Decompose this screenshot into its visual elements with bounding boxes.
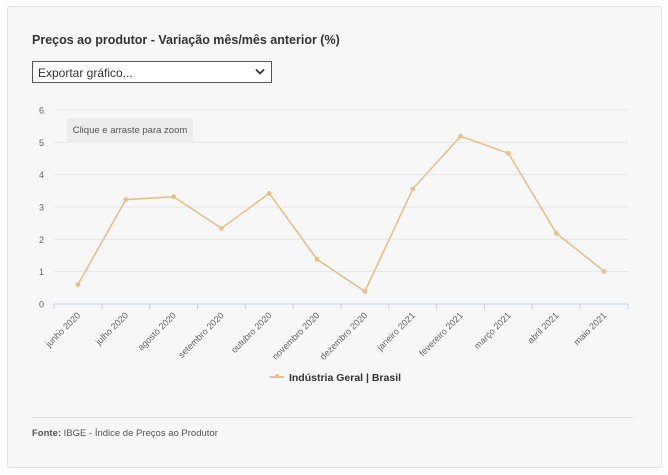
source-prefix: Fonte: (32, 428, 62, 439)
gridlines (54, 109, 628, 273)
y-tick-label: 3 (39, 203, 44, 213)
legend-item-industria-geral[interactable]: Indústria Geral | Brasil (8, 372, 663, 384)
legend-label: Indústria Geral | Brasil (288, 372, 402, 384)
zoom-hint: Clique e arraste para zoom (67, 118, 193, 143)
x-tick-label: fevereiro 2021 (417, 310, 465, 358)
data-point-4[interactable] (219, 225, 224, 231)
series-line-industria-geral (77, 135, 605, 293)
chevron-down-icon (255, 68, 265, 75)
data-point-7[interactable] (362, 288, 368, 294)
footer-divider (32, 417, 633, 418)
x-tick-label: janeiro 2021 (374, 310, 417, 353)
chart-card: Preços ao produtor - Variação mês/mês an… (7, 6, 662, 468)
x-tick-label: dezembro 2020 (318, 310, 369, 361)
y-tick-label: 2 (39, 235, 44, 245)
chart-title: Preços ao produtor - Variação mês/mês an… (32, 33, 340, 47)
legend-swatch (269, 374, 284, 379)
export-chart-select[interactable]: Exportar gráfico... (32, 61, 272, 83)
data-point-12[interactable] (601, 268, 607, 274)
export-chart-label: Exportar gráfico... (38, 66, 133, 80)
y-tick-label: 6 (39, 106, 44, 116)
data-point-1[interactable] (75, 282, 81, 287)
data-point-10[interactable] (506, 150, 511, 156)
source-text: IBGE - Índice de Preços ao Produtor (63, 428, 218, 439)
y-axis-ticks: 0 1 2 3 4 5 6 (39, 106, 44, 310)
x-tick-label: junho 2020 (43, 310, 82, 349)
x-tick-label: abril 2021 (526, 310, 561, 345)
x-tick-label: julho 2020 (93, 310, 130, 347)
data-point-6[interactable] (314, 256, 320, 262)
x-tick-label: março 2021 (472, 310, 513, 351)
y-tick-label: 1 (39, 267, 44, 277)
source-note: Fonte: IBGE - Índice de Preços ao Produt… (32, 428, 218, 439)
x-tick-label: agosto 2020 (136, 310, 178, 352)
data-point-5[interactable] (266, 191, 272, 196)
x-tick-label: setembro 2020 (176, 310, 226, 360)
x-tick-label: maio 2021 (572, 310, 609, 347)
data-point-9[interactable] (458, 133, 463, 139)
data-point-8[interactable] (410, 186, 416, 192)
y-tick-label: 4 (39, 170, 44, 180)
x-tick-label: novembro 2020 (270, 310, 321, 361)
data-point-3[interactable] (171, 194, 176, 200)
line-chart[interactable]: 0 1 2 3 4 5 6 junho 2020 julho 2020 agosto 2020s… (8, 7, 663, 367)
x-tick-label: outubro 2020 (229, 310, 274, 355)
x-axis-ticks: junho 2020 julho 2020 agosto 2020setembro … (43, 304, 629, 362)
data-point-2[interactable] (123, 197, 129, 202)
data-point-11[interactable] (553, 230, 559, 236)
y-tick-label: 5 (39, 138, 44, 148)
y-tick-label: 0 (39, 300, 44, 310)
series-points (75, 133, 607, 294)
